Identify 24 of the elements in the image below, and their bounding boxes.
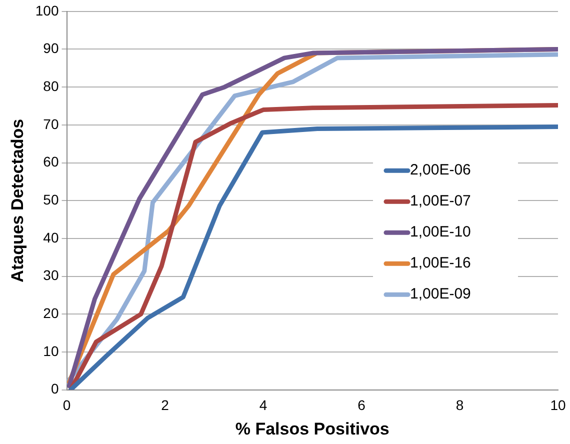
y-tick-label: 40	[43, 229, 59, 246]
y-tick-label: 70	[43, 116, 59, 132]
legend-label: 1,00E-07	[410, 192, 471, 210]
x-tick-label: 8	[456, 397, 464, 414]
legend-label: 2,00E-06	[410, 162, 471, 179]
x-tick-label: 0	[62, 397, 71, 414]
y-tick-label: 50	[43, 191, 59, 208]
legend-label: 1,00E-10	[410, 224, 471, 241]
y-tick-label: 0	[50, 380, 59, 397]
y-tick-label: 30	[43, 267, 59, 284]
x-tick-label: 4	[259, 397, 268, 414]
legend-label: 1,00E-09	[410, 286, 471, 303]
y-tick-label: 100	[35, 2, 59, 18]
y-tick-label: 20	[43, 304, 59, 321]
y-tick-label: 10	[43, 342, 59, 359]
x-tick-label: 2	[161, 397, 170, 414]
legend-label: 1,00E-16	[410, 254, 471, 272]
x-tick-label: 6	[358, 397, 366, 414]
y-axis-title: Ataques Detectados	[8, 118, 27, 282]
y-tick-label: 90	[43, 40, 59, 56]
x-axis-title: % Falsos Positivos	[235, 419, 390, 438]
y-tick-label: 80	[43, 78, 59, 94]
x-tick-label: 10	[550, 397, 566, 414]
y-tick-label: 60	[43, 154, 59, 170]
